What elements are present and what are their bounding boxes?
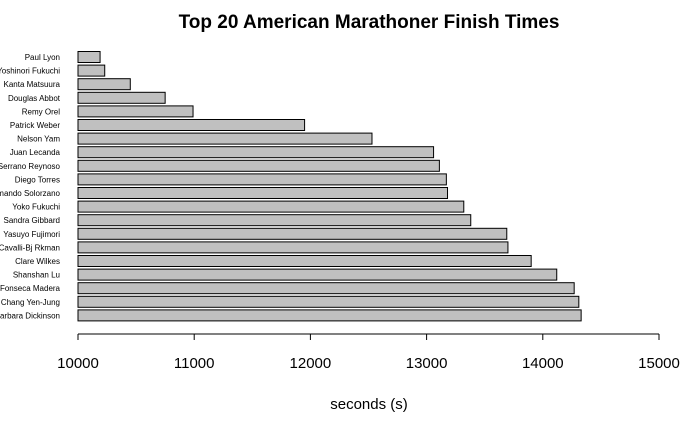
category-label: Yoshinori Fukuchi bbox=[0, 67, 60, 76]
bar bbox=[77, 241, 509, 254]
category-label: Serrano Reynoso bbox=[0, 162, 61, 171]
bar bbox=[77, 282, 575, 295]
category-label: Patrick Weber bbox=[10, 121, 60, 130]
bar bbox=[77, 159, 440, 172]
bar bbox=[77, 227, 508, 240]
category-label: Barbara Dickinson bbox=[0, 311, 60, 320]
bar bbox=[77, 78, 131, 91]
category-label: Paul Lyon bbox=[25, 53, 60, 62]
category-label: Chang Yen-Jung bbox=[1, 298, 60, 307]
category-label: Shanshan Lu bbox=[13, 271, 60, 280]
category-label: Nelson Yam bbox=[17, 135, 60, 144]
x-tick-label: 15000 bbox=[638, 355, 680, 372]
bar bbox=[77, 295, 580, 308]
category-label: Juan Lecanda bbox=[10, 148, 61, 157]
x-axis-label: seconds (s) bbox=[330, 396, 408, 413]
x-tick-label: 11000 bbox=[174, 355, 215, 372]
bar bbox=[77, 119, 306, 131]
bar bbox=[77, 268, 558, 281]
x-axis: 10000 11000 12000 13000 14000 15000 bbox=[57, 333, 680, 372]
category-label: Remy Orel bbox=[22, 107, 60, 116]
bar bbox=[77, 309, 582, 322]
x-tick-label: 12000 bbox=[290, 355, 332, 372]
bars-layer bbox=[77, 51, 582, 322]
bar bbox=[77, 200, 465, 213]
category-label: Sandra Gibbard bbox=[4, 216, 60, 225]
category-label: Clare Wilkes bbox=[15, 257, 60, 266]
category-label: Douglas Abbot bbox=[8, 94, 61, 103]
category-label: Yoko Fukuchi bbox=[12, 203, 60, 212]
bar bbox=[77, 64, 106, 77]
bar bbox=[77, 91, 166, 104]
x-tick-label: 13000 bbox=[406, 355, 448, 372]
bar bbox=[77, 187, 449, 199]
category-label: Cavalli-Bj Rkman bbox=[0, 243, 60, 252]
bar bbox=[77, 105, 194, 118]
bar bbox=[77, 255, 532, 267]
x-tick-label: 14000 bbox=[522, 355, 564, 372]
bar bbox=[77, 51, 101, 63]
chart-title: Top 20 American Marathoner Finish Times bbox=[179, 12, 560, 33]
bar bbox=[77, 214, 472, 227]
bar bbox=[77, 132, 373, 145]
category-label: Diego Torres bbox=[15, 175, 60, 184]
category-label: Fonseca Madera bbox=[0, 284, 61, 293]
bar bbox=[77, 146, 435, 159]
x-tick-label: 10000 bbox=[57, 355, 99, 372]
bar bbox=[77, 173, 447, 186]
category-labels: Paul Lyon Yoshinori Fukuchi Kanta Matsuura… bbox=[0, 53, 61, 320]
category-label: rmando Solorzano bbox=[0, 189, 61, 198]
category-label: Yasuyo Fujimori bbox=[3, 230, 60, 239]
category-label: Kanta Matsuura bbox=[4, 80, 61, 89]
